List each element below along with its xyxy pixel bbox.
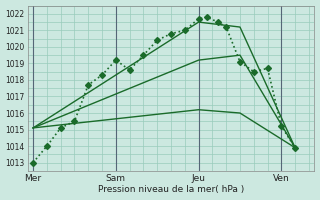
X-axis label: Pression niveau de la mer( hPa ): Pression niveau de la mer( hPa ) xyxy=(98,185,244,194)
